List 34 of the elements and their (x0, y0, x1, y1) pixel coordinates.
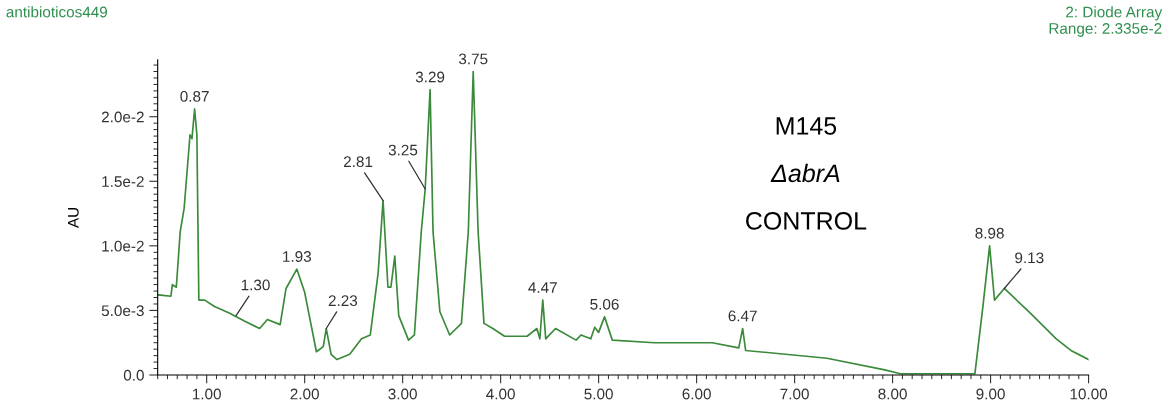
y-axis-title: AU (68, 208, 79, 229)
annotation: 3.25 (388, 144, 418, 156)
x-tick-label: 3.00 (388, 388, 417, 400)
annotation: 3.75 (458, 53, 488, 65)
y-tick-label: 1.5e-2 (102, 176, 144, 187)
x-tick-label: 10.00 (1070, 388, 1108, 400)
annotation: 5.06 (590, 298, 619, 310)
annotation: 3.29 (415, 71, 445, 83)
x-tick-label: 2.00 (290, 388, 319, 400)
annotation: 9.13 (1015, 252, 1044, 264)
y-tick-label: 0.0 (123, 369, 144, 381)
annotation: 1.30 (241, 279, 270, 291)
annotation: 2.23 (328, 295, 358, 307)
annotation: 1.93 (283, 251, 312, 262)
annotation: 2.81 (343, 156, 373, 168)
annotation: 0.87 (180, 90, 209, 102)
x-tick-label: 4.00 (486, 388, 515, 400)
x-tick-label: 7.00 (780, 388, 809, 400)
annotation: M145 (776, 117, 837, 135)
x-tick-label: 1.00 (192, 388, 221, 400)
annotation: 8.98 (975, 227, 1004, 239)
annotation: ΔabrA (770, 163, 840, 183)
y-tick-label: 2.0e-2 (101, 111, 144, 123)
annotation: CONTROL (746, 212, 867, 230)
x-tick-label: 8.00 (878, 388, 907, 400)
annotation: 4.47 (528, 282, 557, 293)
y-tick-label: 1.0e-2 (102, 240, 144, 252)
y-tick-label: 5.0e-3 (101, 305, 144, 317)
annotation: 6.47 (728, 310, 757, 322)
x-tick-label: 6.00 (682, 388, 711, 400)
chart-title: antibioticos449 (6, 6, 108, 18)
chart-subtitle: 2: Diode Array Range: 2.335e-2 (1049, 6, 1163, 37)
x-tick-label: 9.00 (976, 388, 1005, 400)
x-tick-label: 5.00 (584, 388, 613, 400)
